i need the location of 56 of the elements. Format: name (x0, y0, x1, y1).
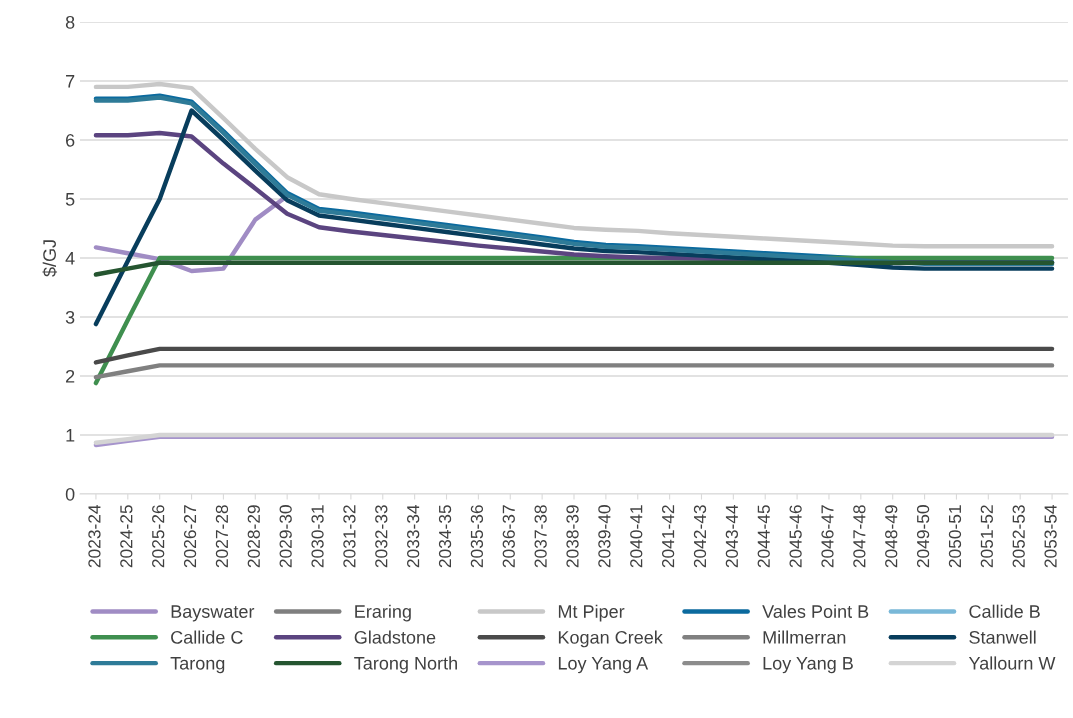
x-tick-label: 2031-32 (343, 505, 356, 568)
x-tick-label: 2039-40 (598, 505, 611, 568)
x-tick-label: 2045-46 (789, 505, 802, 568)
y-tick-label: 5 (65, 193, 75, 206)
x-tick-label: 2041-42 (661, 505, 675, 568)
x-tick-label: 2028-29 (247, 505, 260, 568)
x-tick-label: 2051-52 (980, 505, 993, 568)
y-tick-label: 1 (66, 429, 75, 442)
x-tick-label: 2036-37 (502, 505, 515, 568)
x-tick-label: 2042-43 (693, 505, 707, 568)
x-tick-label: 2032-33 (375, 505, 388, 568)
x-tick-label: 2050-51 (948, 505, 962, 568)
y-tick-label: 4 (65, 252, 75, 265)
x-tick-label: 2030-31 (311, 505, 324, 568)
x-tick-label: 2040-41 (630, 505, 643, 568)
x-tick-label: 2034-35 (438, 505, 452, 568)
y-tick-label: 2 (66, 369, 75, 383)
y-tick-label: 6 (66, 133, 75, 147)
legend-label: Callide B (969, 604, 1040, 618)
x-tick-label: 2035-36 (470, 505, 484, 568)
legend-label: Loy Yang B (763, 657, 853, 674)
y-tick-label: 8 (65, 15, 75, 29)
legend-label: Gladstone (354, 630, 436, 644)
x-tick-label: 2046-47 (821, 505, 834, 568)
legend-label: Tarong North (354, 656, 457, 674)
legend-label: Eraring (355, 604, 411, 622)
x-tick-label: 2048-49 (885, 505, 898, 568)
x-tick-label: 2052-53 (1012, 505, 1025, 568)
x-tick-label: 2053-54 (1044, 504, 1057, 568)
x-tick-label: 2037-38 (534, 505, 547, 568)
x-tick-label: 2026-27 (183, 505, 197, 568)
x-tick-label: 2038-39 (566, 505, 579, 568)
x-tick-label: 2024-25 (120, 505, 133, 568)
x-tick-label: 2027-28 (215, 505, 229, 568)
legend-label: Tarong (170, 657, 225, 674)
x-tick-label: 2047-48 (853, 505, 866, 568)
x-tick-label: 2023-24 (88, 504, 101, 568)
x-tick-label: 2049-50 (916, 505, 930, 568)
x-tick-label: 2043-44 (725, 504, 739, 568)
y-tick-label: 3 (65, 310, 75, 324)
x-tick-label: 2044-45 (757, 505, 770, 568)
legend-label: Loy Yang A (558, 657, 649, 674)
legend-label: Stanwell (969, 630, 1036, 644)
x-tick-label: 2025-26 (152, 505, 165, 568)
y-tick-label: 0 (65, 487, 75, 501)
legend-label: Mt Piper (558, 604, 625, 622)
legend-label: Callide C (171, 630, 243, 644)
legend-label: Bayswater (171, 605, 255, 622)
legend-label: Kogan Creek (558, 630, 663, 648)
x-tick-label: 2029-30 (279, 505, 292, 568)
legend-label: Vales Point B (762, 604, 869, 618)
x-tick-label: 2033-34 (407, 504, 420, 568)
y-tick-label: 7 (66, 75, 75, 88)
legend-label: Yallourn W (968, 656, 1056, 670)
y-axis-title: $/GJ (42, 240, 58, 277)
legend-label: Millmerran (763, 630, 846, 644)
